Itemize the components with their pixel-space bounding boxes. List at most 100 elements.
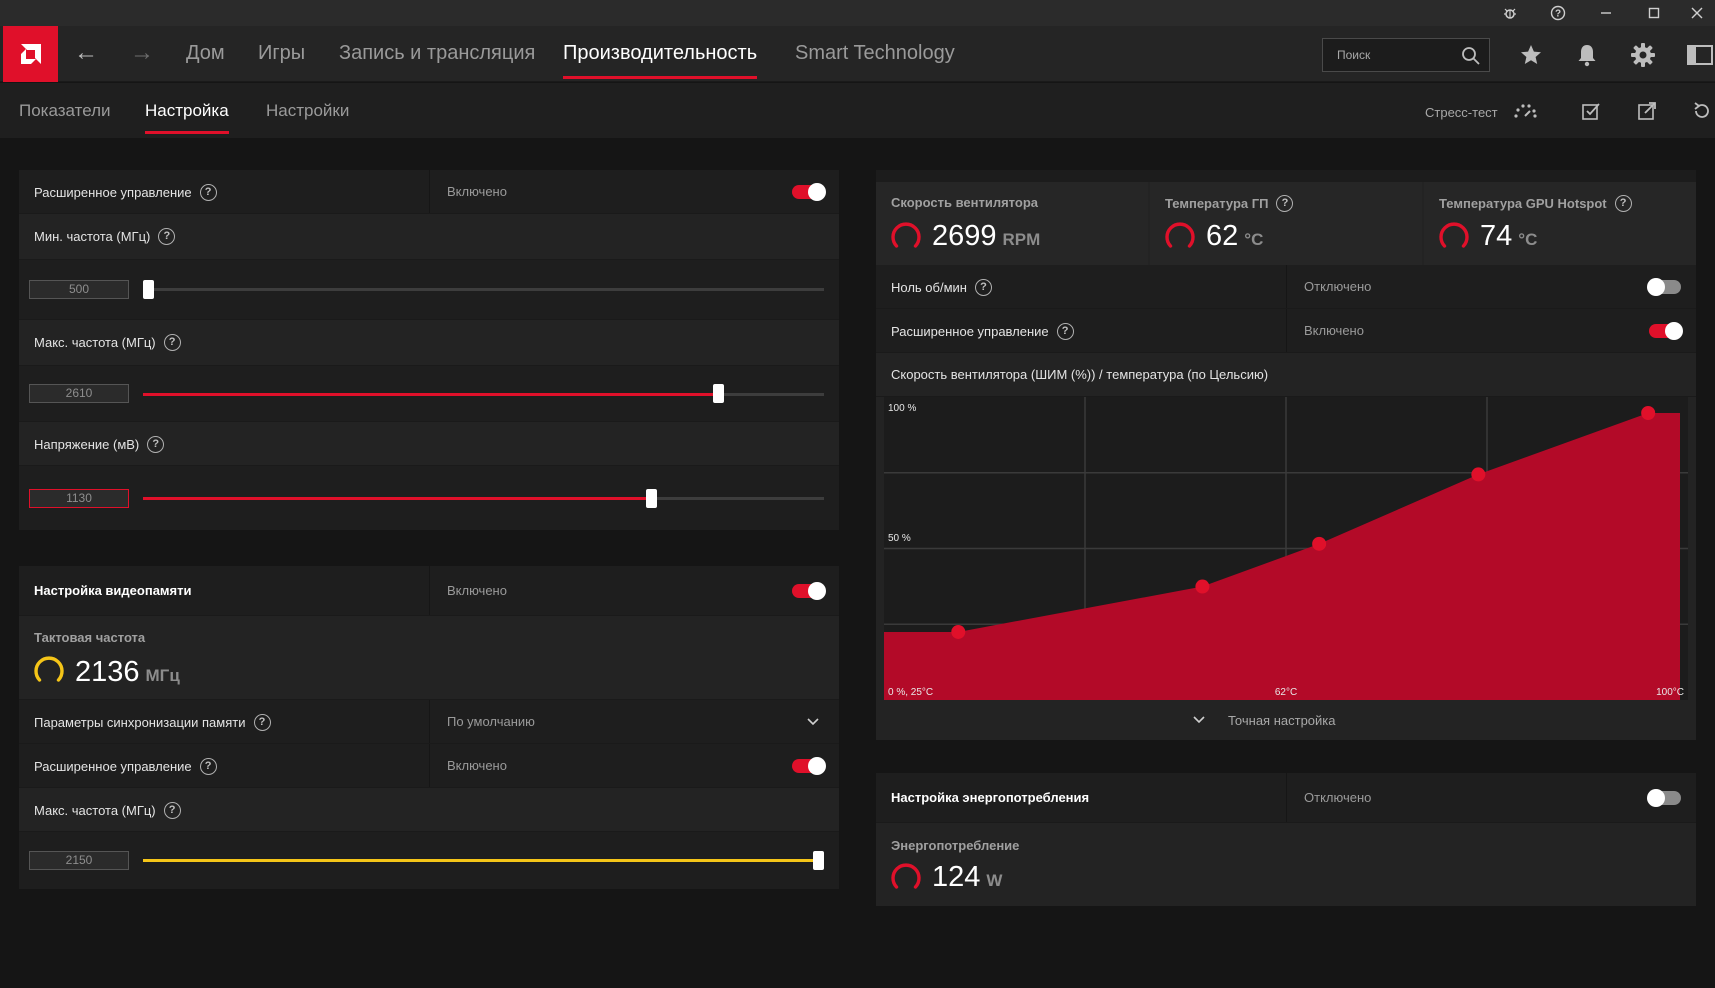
power-toggle[interactable] xyxy=(1647,789,1681,807)
min-freq-slider-track[interactable] xyxy=(143,288,824,291)
vram-advanced-value: Включено xyxy=(447,758,507,773)
vram-advanced-toggle[interactable] xyxy=(792,757,826,775)
max-freq-label: Макс. частота (МГц) xyxy=(34,335,156,350)
vram-toggle[interactable] xyxy=(792,582,826,600)
x-tick-label-mid: 62°C xyxy=(1275,687,1297,698)
max-freq-slider-thumb[interactable] xyxy=(712,384,724,403)
help-icon[interactable]: ? xyxy=(163,334,181,351)
voltage-slider-track[interactable] xyxy=(143,497,824,500)
fan-advanced-row: Расширенное управление ? Включено xyxy=(876,309,1696,353)
fan-curve-point-4[interactable] xyxy=(1471,467,1486,482)
help-icon[interactable]: ? xyxy=(1614,195,1632,212)
power-usage-row: Энергопотребление 124 W xyxy=(876,823,1696,906)
min-freq-label-row: Мин. частота (МГц) ? xyxy=(19,214,839,260)
fine-tune-button[interactable]: Точная настройка xyxy=(1228,713,1336,728)
hotspot-temp-stat: Температура GPU Hotspot? 74 °C xyxy=(1424,182,1696,265)
vram-clock-row: Тактовая частота 2136 МГц xyxy=(19,616,839,700)
chevron-down-icon[interactable] xyxy=(1192,714,1206,726)
min-freq-slider-thumb[interactable] xyxy=(143,280,154,299)
gpu-advanced-value: Включено xyxy=(447,184,507,199)
nav-record-stream[interactable]: Запись и трансляция xyxy=(339,42,536,64)
nav-performance[interactable]: Производительность xyxy=(563,42,758,79)
gpu-temp-gauge-icon xyxy=(1165,222,1195,248)
voltage-label: Напряжение (мВ) xyxy=(34,437,140,452)
fan-curve-point-2[interactable] xyxy=(1195,579,1210,594)
help-icon[interactable]: ? xyxy=(1535,0,1581,26)
fan-curve-area xyxy=(884,413,1680,700)
gpu-temp-stat: Температура ГП? 62 °C xyxy=(1150,182,1422,265)
memory-timing-label: Параметры синхронизации памяти xyxy=(34,715,246,730)
max-freq-slider-track[interactable] xyxy=(143,393,824,396)
fan-curve-point-3[interactable] xyxy=(1312,536,1327,551)
help-icon[interactable]: ? xyxy=(158,228,176,245)
reset-icon[interactable] xyxy=(1689,98,1715,124)
y-tick-label-100: 100 % xyxy=(888,403,916,414)
back-arrow-icon[interactable]: ← xyxy=(74,39,98,66)
sub-navigation: Показатели Настройка Настройки Стресс-те… xyxy=(0,83,1715,138)
vram-clock-label: Тактовая частота xyxy=(34,630,146,645)
fan-curve-point-1[interactable] xyxy=(951,624,966,639)
gpu-advanced-toggle[interactable] xyxy=(792,183,826,201)
fan-speed-stat: Скорость вентилятора 2699 RPM xyxy=(876,182,1148,265)
search-icon[interactable] xyxy=(1461,46,1481,66)
vram-max-freq-label: Макс. частота (МГц) xyxy=(34,803,156,818)
star-icon[interactable] xyxy=(1516,40,1546,70)
memory-timing-dropdown[interactable]: По умолчанию xyxy=(447,714,535,729)
fan-advanced-toggle[interactable] xyxy=(1649,322,1683,340)
bell-icon[interactable] xyxy=(1572,40,1602,70)
power-usage-label: Энергопотребление xyxy=(891,838,1020,853)
nav-smart-technology[interactable]: Smart Technology xyxy=(795,42,955,64)
help-icon[interactable]: ? xyxy=(147,436,165,453)
search-input[interactable] xyxy=(1323,39,1453,71)
fan-advanced-label: Расширенное управление xyxy=(891,324,1049,339)
help-icon[interactable]: ? xyxy=(199,184,217,201)
min-freq-slider-row: 500 xyxy=(19,260,839,320)
max-freq-input[interactable]: 2610 xyxy=(29,384,129,403)
help-icon[interactable]: ? xyxy=(253,714,271,731)
speedometer-icon[interactable] xyxy=(1512,98,1538,124)
voltage-input[interactable]: 1130 xyxy=(29,489,129,508)
help-icon[interactable]: ? xyxy=(1056,323,1074,340)
apply-changes-icon[interactable] xyxy=(1578,98,1604,124)
vram-max-freq-slider-track[interactable] xyxy=(143,859,824,862)
zero-rpm-toggle[interactable] xyxy=(1647,278,1681,296)
tab-settings[interactable]: Настройки xyxy=(266,101,350,120)
nav-home[interactable]: Дом xyxy=(186,42,225,64)
forward-arrow-icon[interactable]: → xyxy=(130,39,154,66)
vram-max-freq-slider-thumb[interactable] xyxy=(813,851,824,870)
export-icon[interactable] xyxy=(1634,98,1660,124)
vram-max-freq-input[interactable]: 2150 xyxy=(29,851,129,870)
voltage-slider-thumb[interactable] xyxy=(645,489,657,508)
power-header-row: Настройка энергопотребления Отключено xyxy=(876,773,1696,823)
fan-curve-point-5[interactable] xyxy=(1641,406,1656,421)
maximize-icon[interactable] xyxy=(1631,0,1677,26)
search-box xyxy=(1322,38,1490,72)
hotspot-temp-unit: °C xyxy=(1518,230,1538,249)
stress-test-label[interactable]: Стресс-тест xyxy=(1425,105,1498,120)
chevron-down-icon[interactable] xyxy=(806,715,820,729)
max-freq-label-row: Макс. частота (МГц) ? xyxy=(19,320,839,366)
vram-clock-unit: МГц xyxy=(145,666,180,685)
hotspot-temp-value: 74 xyxy=(1480,220,1513,252)
nav-games[interactable]: Игры xyxy=(258,42,306,64)
gpu-advanced-label: Расширенное управление xyxy=(34,185,192,200)
close-icon[interactable] xyxy=(1679,0,1715,26)
tab-tuning[interactable]: Настройка xyxy=(145,101,229,134)
fan-speed-value: 2699 xyxy=(932,220,997,252)
help-icon[interactable]: ? xyxy=(1276,195,1294,212)
fan-curve-title-row: Скорость вентилятора (ШИМ (%)) / темпера… xyxy=(876,353,1696,397)
tab-metrics[interactable]: Показатели xyxy=(19,101,111,120)
minimize-icon[interactable] xyxy=(1583,0,1629,26)
help-icon[interactable]: ? xyxy=(199,758,217,775)
amd-logo[interactable] xyxy=(3,26,58,82)
sidebar-toggle-icon[interactable] xyxy=(1685,40,1715,70)
gear-icon[interactable] xyxy=(1628,40,1658,70)
help-icon[interactable]: ? xyxy=(163,802,181,819)
voltage-slider-row: 1130 xyxy=(19,466,839,530)
voltage-label-row: Напряжение (мВ) ? xyxy=(19,422,839,466)
fan-curve-chart[interactable]: 100 % 50 % 0 %, 25°C 62°C 100°C xyxy=(884,397,1688,700)
bug-icon[interactable] xyxy=(1487,0,1533,26)
min-freq-input[interactable]: 500 xyxy=(29,280,129,299)
help-icon[interactable]: ? xyxy=(974,279,992,296)
power-title: Настройка энергопотребления xyxy=(891,790,1090,805)
